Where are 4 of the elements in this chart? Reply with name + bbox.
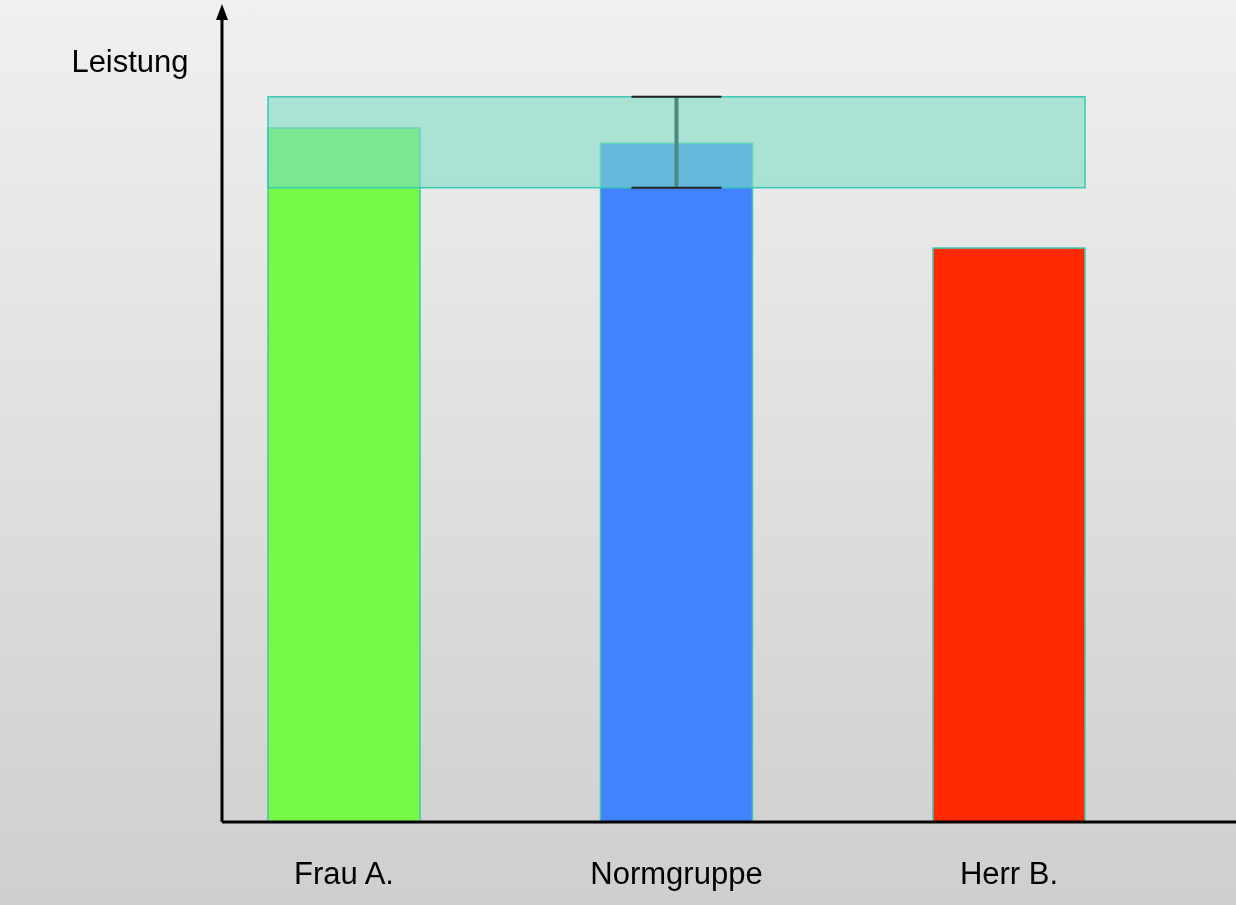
x-tick-label: Herr B. (959, 856, 1059, 891)
x-tick-label: Frau A. (294, 856, 394, 891)
x-tick-label: Normgruppe (590, 856, 763, 891)
y-axis-title: Leistung (71, 44, 189, 79)
